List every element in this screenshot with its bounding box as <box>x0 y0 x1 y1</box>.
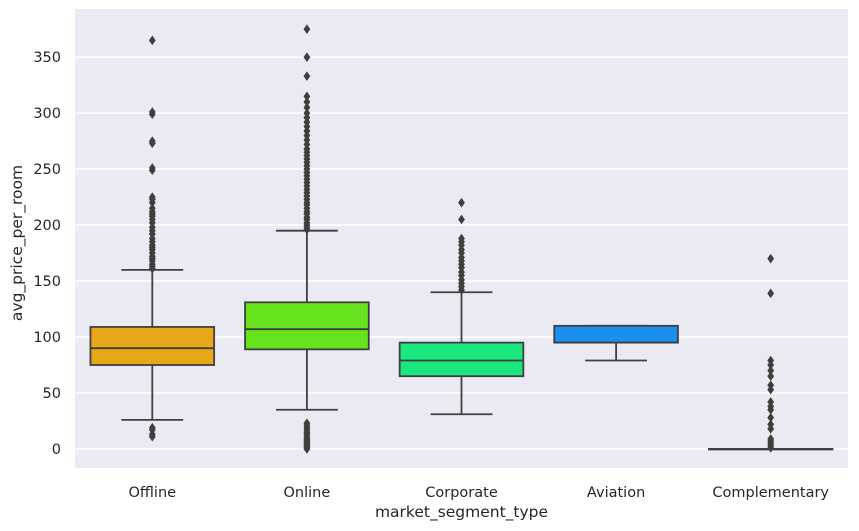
outlier-point <box>767 434 775 444</box>
iqr-box <box>244 301 370 351</box>
boxes <box>89 24 834 454</box>
y-tick-label: 100 <box>33 330 61 346</box>
outlier-point <box>148 35 156 46</box>
y-tick-label: 200 <box>33 218 61 234</box>
outlier-point <box>767 397 775 407</box>
outlier-point <box>767 371 775 381</box>
y-tick-label: 300 <box>33 106 61 122</box>
x-axis-label: market_segment_type <box>375 503 548 522</box>
outlier-point <box>303 91 311 102</box>
box-aviation <box>553 324 679 362</box>
box-corporate <box>398 197 525 416</box>
outlier-point <box>148 107 156 117</box>
outlier-point <box>767 288 775 299</box>
outlier-point <box>767 380 775 390</box>
outlier-point <box>148 192 156 202</box>
outlier-point <box>767 253 775 264</box>
outlier-point <box>303 24 311 34</box>
outlier-point <box>458 233 465 244</box>
iqr-box <box>553 324 679 344</box>
x-tick-label: Corporate <box>425 485 498 501</box>
box-online <box>244 24 370 454</box>
outlier-point <box>303 52 311 62</box>
box-complementary <box>707 253 834 453</box>
outlier-point <box>458 197 465 208</box>
outlier-point <box>148 136 156 146</box>
outlier-point <box>458 214 465 225</box>
y-tick-label: 150 <box>33 274 61 290</box>
outlier-point <box>148 163 156 173</box>
y-tick-label: 50 <box>43 386 61 402</box>
x-tick-label: Offline <box>129 485 177 501</box>
outlier-point <box>767 365 775 376</box>
iqr-box <box>89 326 216 366</box>
x-axis-ticks: Offline Online Corporate Aviation Complement… <box>129 485 830 501</box>
outlier-point <box>148 203 156 214</box>
x-tick-label: Aviation <box>587 485 645 501</box>
outlier-point <box>303 108 311 118</box>
y-tick-label: 350 <box>33 50 61 66</box>
y-axis-ticks: 0 50 100 150 200 250 300 350 <box>33 50 61 458</box>
y-axis-label: avg_price_per_room <box>8 165 27 321</box>
outlier-point <box>767 355 775 366</box>
y-tick-label: 250 <box>33 162 61 178</box>
box-offline <box>89 35 216 442</box>
outlier-point <box>303 97 311 107</box>
y-tick-label: 0 <box>52 442 61 458</box>
outlier-point <box>303 71 311 81</box>
outlier-point <box>303 102 311 113</box>
x-tick-label: Complementary <box>712 485 829 501</box>
outlier-point <box>767 412 775 423</box>
x-tick-label: Online <box>284 485 331 501</box>
outlier-point <box>303 418 311 429</box>
outlier-point <box>148 422 156 433</box>
outlier-point <box>767 419 775 430</box>
iqr-box <box>398 341 525 378</box>
